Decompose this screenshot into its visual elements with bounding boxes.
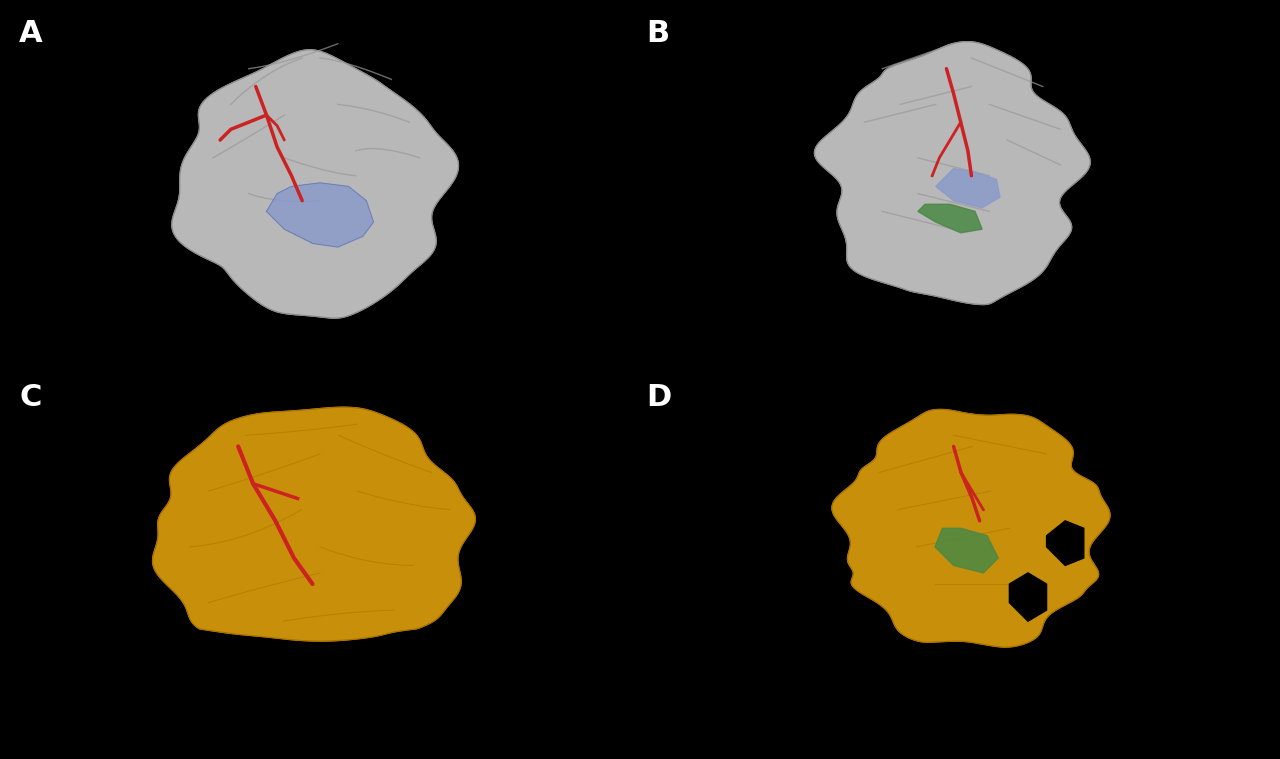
Polygon shape [936, 168, 1000, 208]
Polygon shape [832, 409, 1110, 647]
Polygon shape [1010, 573, 1047, 621]
Polygon shape [172, 50, 458, 318]
Polygon shape [152, 408, 475, 641]
Text: D: D [646, 383, 672, 412]
Polygon shape [1047, 521, 1084, 565]
Polygon shape [934, 528, 998, 573]
Text: C: C [19, 383, 41, 412]
Polygon shape [814, 42, 1091, 304]
Text: B: B [646, 19, 669, 48]
Polygon shape [266, 183, 374, 247]
Polygon shape [918, 204, 982, 233]
Text: A: A [19, 19, 42, 48]
